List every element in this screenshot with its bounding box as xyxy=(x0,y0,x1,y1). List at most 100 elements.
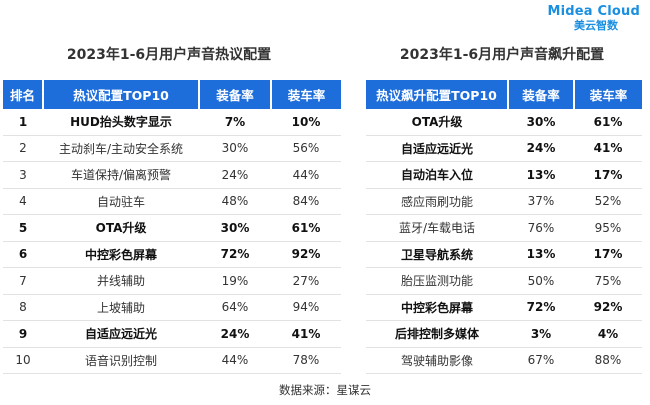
rising-config-table: 热议飙升配置TOP10 装备率 装车率 OTA升级 30% 61% 自适应远近光 24%… xyxy=(366,80,642,374)
cell-rank: 7 xyxy=(3,267,43,295)
cell-name: 感应雨刷功能 xyxy=(366,188,508,215)
cell-rank: 8 xyxy=(3,294,43,321)
cell-equip: 30% xyxy=(199,214,271,242)
table-row: 感应雨刷功能 37% 52% xyxy=(366,188,642,215)
cell-install: 78% xyxy=(271,347,341,374)
header-rank: 排名 xyxy=(3,80,43,109)
header-equip-rate: 装备率 xyxy=(198,80,271,109)
cell-equip: 44% xyxy=(199,347,271,374)
table-row: 自适应远近光 24% 41% xyxy=(366,135,642,162)
cell-install: 52% xyxy=(574,188,642,215)
table-row: 8 上坡辅助 64% 94% xyxy=(3,294,341,321)
right-table-title: 2023年1-6月用户声音飙升配置 xyxy=(399,47,605,63)
cell-name: 中控彩色屏幕 xyxy=(366,294,508,321)
cell-name: 后排控制多媒体 xyxy=(366,320,508,348)
cell-name: 卫星导航系统 xyxy=(366,241,508,268)
cell-equip: 13% xyxy=(508,161,574,189)
left-table-title: 2023年1-6月用户声音热议配置 xyxy=(66,47,272,63)
table-row: 蓝牙/车载电话 76% 95% xyxy=(366,214,642,242)
table-row: 自动泊车入位 13% 17% xyxy=(366,161,642,189)
brand-subname: 美云智数 xyxy=(574,19,618,32)
cell-install: 17% xyxy=(574,161,642,189)
cell-rank: 4 xyxy=(3,188,43,215)
table-row: 后排控制多媒体 3% 4% xyxy=(366,320,642,348)
table-row: 3 车道保持/偏离预警 24% 44% xyxy=(3,161,341,189)
header-config: 热议飙升配置TOP10 xyxy=(366,80,508,109)
cell-install: 94% xyxy=(271,294,341,321)
cell-name: 中控彩色屏幕 xyxy=(43,241,199,268)
table-row: OTA升级 30% 61% xyxy=(366,109,642,136)
cell-rank: 9 xyxy=(3,320,43,348)
table-header-row: 排名 热议配置TOP10 装备率 装车率 xyxy=(3,80,341,109)
cell-install: 4% xyxy=(574,320,642,348)
cell-install: 92% xyxy=(574,294,642,321)
cell-install: 61% xyxy=(574,109,642,136)
cell-equip: 7% xyxy=(199,109,271,136)
cell-equip: 72% xyxy=(508,294,574,321)
cell-equip: 30% xyxy=(199,135,271,162)
header-config: 热议配置TOP10 xyxy=(42,80,199,109)
cell-equip: 37% xyxy=(508,188,574,215)
table-row: 驾驶辅助影像 67% 88% xyxy=(366,347,642,374)
cell-name: OTA升级 xyxy=(366,109,508,136)
header-install-rate: 装车率 xyxy=(573,80,642,109)
table-row: 9 自适应远近光 24% 41% xyxy=(3,320,341,348)
brand-name: Midea Cloud xyxy=(547,4,640,19)
cell-name: OTA升级 xyxy=(43,214,199,242)
cell-install: 27% xyxy=(271,267,341,295)
cell-install: 95% xyxy=(574,214,642,242)
cell-install: 41% xyxy=(271,320,341,348)
cell-equip: 24% xyxy=(199,161,271,189)
cell-rank: 3 xyxy=(3,161,43,189)
cell-name: 语音识别控制 xyxy=(43,347,199,374)
table-header-row: 热议飙升配置TOP10 装备率 装车率 xyxy=(366,80,642,109)
cell-equip: 50% xyxy=(508,267,574,295)
cell-install: 88% xyxy=(574,347,642,374)
cell-name: 车道保持/偏离预警 xyxy=(43,161,199,189)
cell-rank: 5 xyxy=(3,214,43,242)
cell-rank: 1 xyxy=(3,109,43,136)
cell-equip: 24% xyxy=(199,320,271,348)
cell-install: 84% xyxy=(271,188,341,215)
cell-equip: 19% xyxy=(199,267,271,295)
cell-equip: 30% xyxy=(508,109,574,136)
brand-logo: Midea Cloud 美云智数 xyxy=(530,4,640,32)
header-install-rate: 装车率 xyxy=(270,80,341,109)
table-row: 7 并线辅助 19% 27% xyxy=(3,267,341,295)
cell-install: 44% xyxy=(271,161,341,189)
table-row: 4 自动驻车 48% 84% xyxy=(3,188,341,215)
cell-install: 17% xyxy=(574,241,642,268)
cell-name: 自动泊车入位 xyxy=(366,161,508,189)
cell-name: 自适应远近光 xyxy=(366,135,508,162)
cell-install: 41% xyxy=(574,135,642,162)
cell-equip: 24% xyxy=(508,135,574,162)
cell-name: HUD抬头数字显示 xyxy=(43,109,199,136)
cell-rank: 2 xyxy=(3,135,43,162)
header-equip-rate: 装备率 xyxy=(507,80,574,109)
cell-name: 驾驶辅助影像 xyxy=(366,347,508,374)
cell-name: 自动驻车 xyxy=(43,188,199,215)
cell-rank: 10 xyxy=(3,347,43,374)
cell-equip: 13% xyxy=(508,241,574,268)
cell-equip: 3% xyxy=(508,320,574,348)
table-row: 10 语音识别控制 44% 78% xyxy=(3,347,341,374)
table-row: 卫星导航系统 13% 17% xyxy=(366,241,642,268)
cell-equip: 48% xyxy=(199,188,271,215)
table-row: 胎压监测功能 50% 75% xyxy=(366,267,642,295)
cell-name: 自适应远近光 xyxy=(43,320,199,348)
table-row: 5 OTA升级 30% 61% xyxy=(3,214,341,242)
table-row: 中控彩色屏幕 72% 92% xyxy=(366,294,642,321)
cell-equip: 67% xyxy=(508,347,574,374)
cell-install: 61% xyxy=(271,214,341,242)
cell-name: 蓝牙/车载电话 xyxy=(366,214,508,242)
cell-name: 主动刹车/主动安全系统 xyxy=(43,135,199,162)
cell-install: 92% xyxy=(271,241,341,268)
data-source-note: 数据来源：星谋云 xyxy=(279,383,371,397)
cell-install: 10% xyxy=(271,109,341,136)
cell-name: 并线辅助 xyxy=(43,267,199,295)
cell-install: 75% xyxy=(574,267,642,295)
table-row: 1 HUD抬头数字显示 7% 10% xyxy=(3,109,341,136)
cell-equip: 76% xyxy=(508,214,574,242)
cell-equip: 64% xyxy=(199,294,271,321)
table-row: 6 中控彩色屏幕 72% 92% xyxy=(3,241,341,268)
